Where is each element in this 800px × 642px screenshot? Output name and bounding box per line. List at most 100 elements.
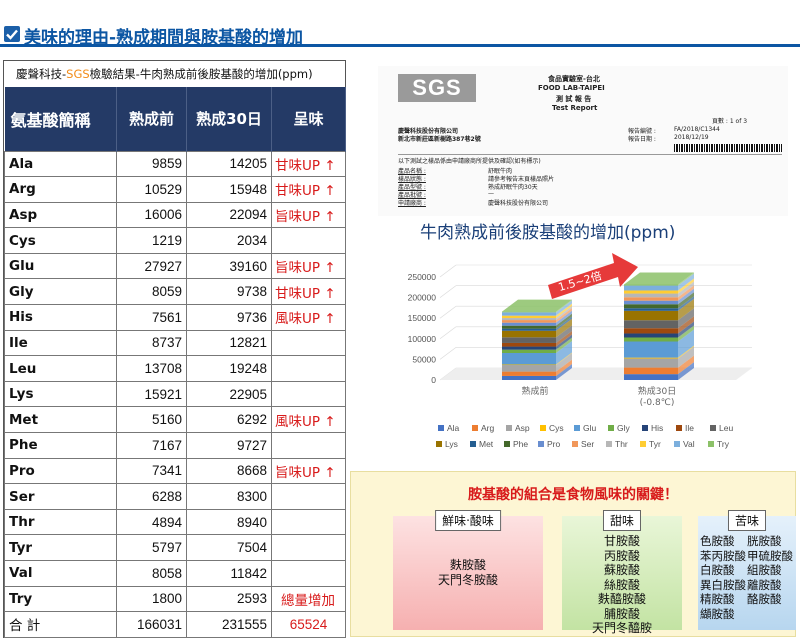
bar-segment-front — [502, 312, 556, 316]
value-after: 19248 — [186, 355, 272, 382]
flavor-group-label: 甜味 — [602, 510, 642, 531]
sample-value: — — [488, 190, 494, 197]
table-row: Ala 9859 14205 甘味UP ↑ — [4, 150, 346, 178]
legend-swatch — [540, 425, 546, 431]
value-before: 15921 — [116, 380, 187, 408]
value-after: 8668 — [186, 457, 272, 485]
value-after: 22094 — [186, 201, 272, 229]
gridline-side — [439, 326, 457, 340]
amino-acid-name: Arg — [4, 176, 117, 203]
bar-segment-front — [502, 320, 556, 323]
growth-arrow — [548, 253, 638, 299]
value-before: 7167 — [116, 432, 187, 459]
table-row: Gly 8059 9738 甘味UP ↑ — [4, 278, 346, 306]
flavor-amino-acid: 色胺酸 — [700, 534, 735, 548]
flavor-effect: 甘味UP ↑ — [271, 176, 346, 203]
total-after: 231555 — [186, 611, 272, 638]
bar-segment-front — [502, 337, 556, 343]
flavor-amino-acid: 麩醯胺酸 — [597, 592, 646, 606]
table-row: Met 5160 6292 風味UP ↑ — [4, 406, 346, 434]
sgs-report-image: SGS 食品實驗室-台北 FOOD LAB-TAIPEI 測 試 報 告 Tes… — [378, 66, 788, 216]
y-tick-label: 150000 — [408, 313, 437, 323]
table-row: Leu 13708 19248 — [4, 355, 346, 382]
value-before: 27927 — [116, 252, 187, 280]
sample-value: 舒眠牛肉 — [488, 168, 513, 175]
value-before: 7341 — [116, 457, 187, 485]
value-after: 22905 — [186, 380, 272, 408]
flavor-effect — [271, 534, 346, 561]
report-notice: 以下測試之樣品係由申請廠商所提供及確認(如有標示) — [398, 158, 541, 165]
bar-segment-side — [678, 316, 694, 334]
bar-segment-side — [556, 300, 572, 316]
sgs-logo: SGS — [398, 74, 476, 102]
amino-acid-name: Ser — [4, 483, 117, 510]
y-tick-label: 200000 — [408, 293, 437, 303]
flavor-amino-acid: 天門冬胺酸 — [437, 572, 498, 587]
value-after: 15948 — [186, 176, 272, 203]
amino-acid-name: Ala — [4, 150, 117, 178]
value-after: 6292 — [186, 406, 272, 434]
report-date: 2018/12/19 — [674, 134, 709, 141]
sample-label: 產品批號 : — [398, 192, 426, 199]
y-tick-label: 250000 — [408, 272, 437, 282]
y-tick-label: 100000 — [408, 334, 437, 344]
header-divider — [0, 44, 800, 47]
bar-segment-side — [678, 345, 694, 359]
page-title: 美味的理由-熟成期間與胺基酸的增加 — [24, 28, 304, 48]
legend-label: Gly — [617, 423, 631, 433]
flavor-effect: 甘味UP ↑ — [271, 150, 346, 178]
bar-segment-side — [556, 316, 572, 331]
bar-segment-front — [502, 364, 556, 366]
bar-segment-side — [678, 288, 694, 305]
amino-acid-name: Glu — [4, 252, 117, 280]
bar-segment-side — [556, 340, 572, 365]
bar-segment-side — [678, 346, 694, 368]
legend-label: Ser — [581, 439, 594, 449]
bar-segment-front — [502, 328, 556, 331]
amino-acid-name: Ile — [4, 329, 117, 357]
table-row: Pro 7341 8668 旨味UP ↑ — [4, 457, 346, 485]
bar-segment-side — [678, 329, 694, 358]
sample-value: 慶聲科技股份有限公司 — [488, 200, 549, 207]
bar-segment-side — [556, 353, 572, 372]
amino-acid-name: Val — [4, 560, 117, 587]
x-tick-label: (-0.8℃) — [640, 398, 675, 408]
flavor-effect — [271, 380, 346, 408]
table-row: Val 8058 11842 — [4, 560, 346, 587]
flavor-group-bitter: 苦味 色胺酸 胱胺酸 苯丙胺酸 甲硫胺酸 白胺酸 組胺酸 異白胺酸 離胺酸 精胺酸 酪胺酸 纈胺酸 — [698, 510, 796, 630]
flavor-amino-acid: 甲硫胺酸 — [747, 548, 793, 563]
legend-label: Leu — [719, 423, 733, 433]
bar-segment-front — [624, 284, 678, 286]
flavor-amino-acid: 麩胺酸 — [449, 558, 486, 572]
legend-label: Val — [683, 439, 695, 449]
value-before: 5160 — [116, 406, 187, 434]
bar-segment-side — [556, 313, 572, 329]
bar-segment-side — [556, 337, 572, 353]
gridline-side — [439, 347, 457, 360]
bar-segment-side — [556, 318, 572, 338]
value-before: 10529 — [116, 176, 187, 203]
flavor-effect — [271, 483, 346, 510]
amino-acid-table: 氨基酸簡稱 熟成前 熟成30日 呈味 Ala 9859 14205 甘味UP ↑ Arg… — [4, 87, 346, 638]
bar-segment-front — [624, 285, 678, 291]
legend-swatch — [470, 441, 476, 447]
bar-top — [502, 299, 572, 312]
legend-label: Lys — [445, 439, 458, 449]
checkbox-icon — [4, 26, 20, 42]
report-no-label: 報告編號 : — [628, 128, 656, 135]
bar-segment-side — [556, 308, 572, 323]
flavor-amino-acid: 白胺酸 — [700, 563, 735, 577]
table-header-row: 氨基酸簡稱 熟成前 熟成30日 呈味 — [4, 87, 346, 151]
amino-acid-table-panel: 慶聲科技-SGS檢驗結果-牛肉熟成前後胺基酸的增加(ppm) 氨基酸簡稱 熟成前… — [3, 60, 346, 638]
caption-prefix: 慶聲科技- — [16, 67, 67, 81]
sample-label: 樣品狀態 : — [398, 176, 426, 183]
flavor-amino-acid — [747, 607, 794, 622]
table-row: Arg 10529 15948 甘味UP ↑ — [4, 176, 346, 203]
bar-segment-side — [556, 325, 572, 343]
table-row: Cys 1219 2034 — [4, 227, 346, 254]
bar-segment-side — [678, 292, 694, 309]
value-before: 1219 — [116, 227, 187, 254]
value-before: 7561 — [116, 304, 187, 331]
legend-swatch — [504, 441, 510, 447]
bar-segment-side — [678, 285, 694, 301]
